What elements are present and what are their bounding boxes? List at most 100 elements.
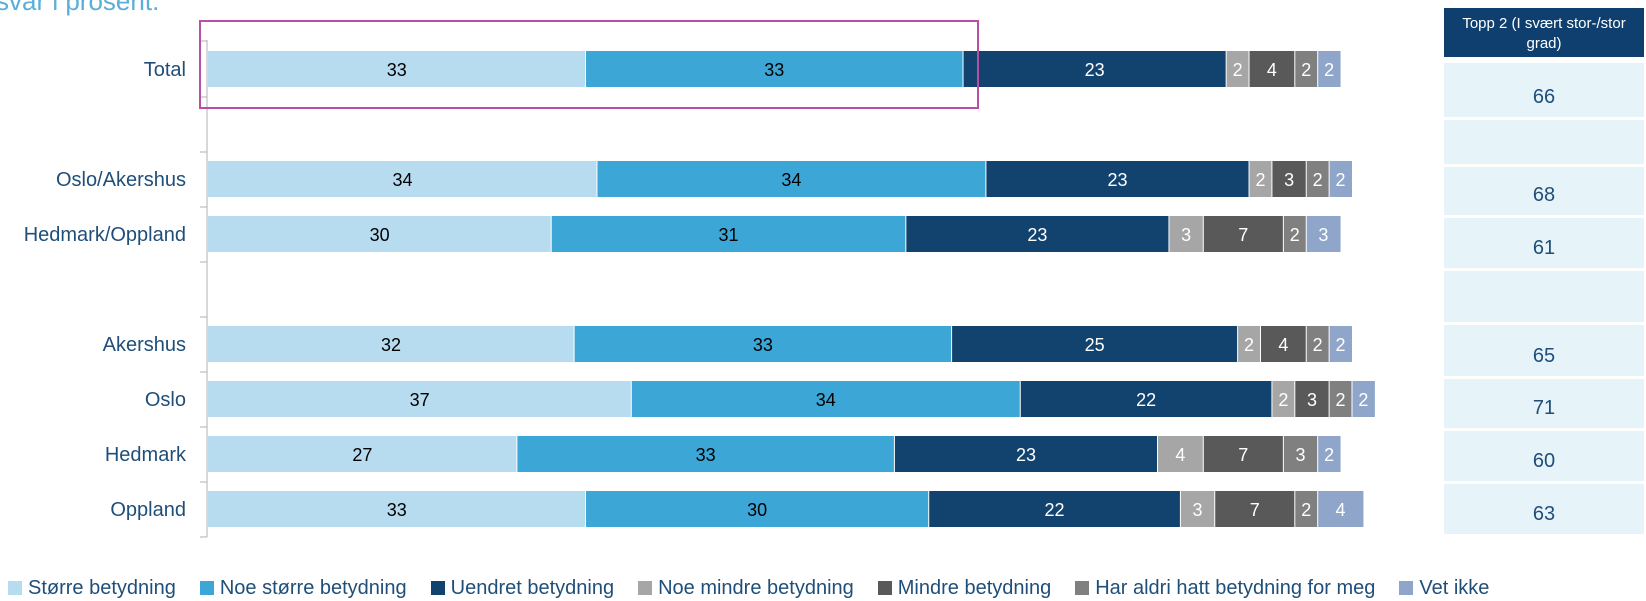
bar-segment [1249, 161, 1272, 197]
category-label: Oslo/Akershus [56, 169, 186, 191]
bar-segment [1237, 326, 1261, 362]
data-label: 3 [1296, 445, 1306, 465]
top2-value [1444, 120, 1644, 164]
bar-segment [585, 491, 929, 527]
chart-legend: Større betydning Noe større betydning Uend… [8, 576, 1489, 600]
data-label: 4 [1336, 500, 1346, 520]
data-label: 3 [1307, 390, 1317, 410]
bar-segment [963, 51, 1227, 87]
bar-segment [1329, 326, 1352, 362]
bar-segment [1180, 491, 1215, 527]
bar-segment [1317, 491, 1364, 527]
bar-segment [1306, 326, 1330, 362]
bar-segment [1306, 216, 1341, 252]
data-label: 2 [1278, 390, 1288, 410]
legend-item: Større betydning [8, 577, 176, 600]
data-label: 33 [696, 445, 716, 465]
data-label: 2 [1358, 390, 1368, 410]
legend-label: Vet ikke [1419, 576, 1490, 599]
bar-segment [1271, 161, 1307, 197]
legend-swatch [1075, 581, 1090, 595]
bar-segment [951, 326, 1238, 362]
legend-item: Vet ikke [1399, 577, 1489, 600]
bar-segment [1329, 381, 1352, 417]
data-label: 25 [1085, 335, 1105, 355]
bar-segment [1226, 51, 1250, 87]
data-label: 4 [1175, 445, 1185, 465]
data-label: 30 [370, 225, 390, 245]
highlight-box [199, 20, 979, 109]
category-label: Total [144, 59, 186, 81]
legend-swatch [638, 581, 653, 595]
data-label: 22 [1136, 390, 1156, 410]
bar-segment [1294, 51, 1318, 87]
data-label: 2 [1233, 60, 1243, 80]
bar-segment [928, 491, 1181, 527]
top2-value: 71 [1444, 379, 1644, 428]
data-label: 2 [1301, 500, 1311, 520]
data-label: 34 [392, 170, 412, 190]
top2-value: 61 [1444, 218, 1644, 268]
data-label: 23 [1027, 225, 1047, 245]
bar-segment [1203, 436, 1284, 472]
bar-segment [585, 51, 964, 87]
bar-segment [1203, 216, 1284, 252]
bar-segment [1294, 491, 1318, 527]
data-label: 7 [1250, 500, 1260, 520]
data-label: 34 [781, 170, 801, 190]
bar-segment [596, 161, 986, 197]
top2-value: 66 [1444, 63, 1644, 117]
bar-segment [631, 381, 1021, 417]
bar-segment [1352, 381, 1375, 417]
data-label: 27 [352, 445, 372, 465]
data-label: 33 [387, 60, 407, 80]
bar-segment [985, 161, 1250, 197]
data-label: 4 [1278, 335, 1288, 355]
data-label: 2 [1255, 170, 1265, 190]
bar-segment [1283, 436, 1318, 472]
bar-segment [1329, 161, 1352, 197]
bar-segment [1168, 216, 1204, 252]
bar-segment [1214, 491, 1295, 527]
data-label: 2 [1313, 335, 1323, 355]
data-label: 7 [1238, 445, 1248, 465]
data-label: 31 [719, 225, 739, 245]
legend-label: Mindre betydning [897, 576, 1052, 599]
data-label: 37 [410, 390, 430, 410]
category-label: Hedmark/Oppland [24, 224, 186, 246]
bar-segment [208, 436, 517, 472]
legend-swatch [8, 581, 22, 595]
bar-segment [1306, 161, 1330, 197]
data-label: 23 [1016, 445, 1036, 465]
bar-segment [1317, 51, 1341, 87]
bar-segment [1157, 436, 1204, 472]
bar-segment [551, 216, 906, 252]
legend-label: Noe større betydning [219, 576, 407, 599]
legend-item: Uendret betydning [430, 576, 615, 600]
data-label: 2 [1336, 390, 1346, 410]
bar-segment [1271, 381, 1295, 417]
data-label: 30 [747, 500, 767, 520]
data-label: 4 [1267, 60, 1277, 80]
legend-item: Mindre betydning [877, 576, 1052, 600]
bar-segment [208, 216, 552, 252]
top2-value: 68 [1444, 167, 1644, 215]
data-label: 3 [1318, 225, 1328, 245]
data-label: 2 [1301, 60, 1311, 80]
bar-segment [894, 436, 1158, 472]
category-label: Hedmark [105, 444, 187, 466]
data-label: 2 [1244, 335, 1254, 355]
legend-label: Uendret betydning [450, 576, 615, 599]
category-label: Oppland [110, 499, 186, 521]
data-label: 2 [1313, 170, 1323, 190]
data-label: 32 [381, 335, 401, 355]
bar-segment [208, 161, 597, 197]
legend-swatch [1399, 581, 1414, 595]
bar-segment [1294, 381, 1330, 417]
legend-swatch [877, 581, 892, 595]
bar-segment [208, 326, 575, 362]
bar-segment [208, 491, 586, 527]
bar-segment [516, 436, 895, 472]
bar-segment [208, 51, 586, 87]
